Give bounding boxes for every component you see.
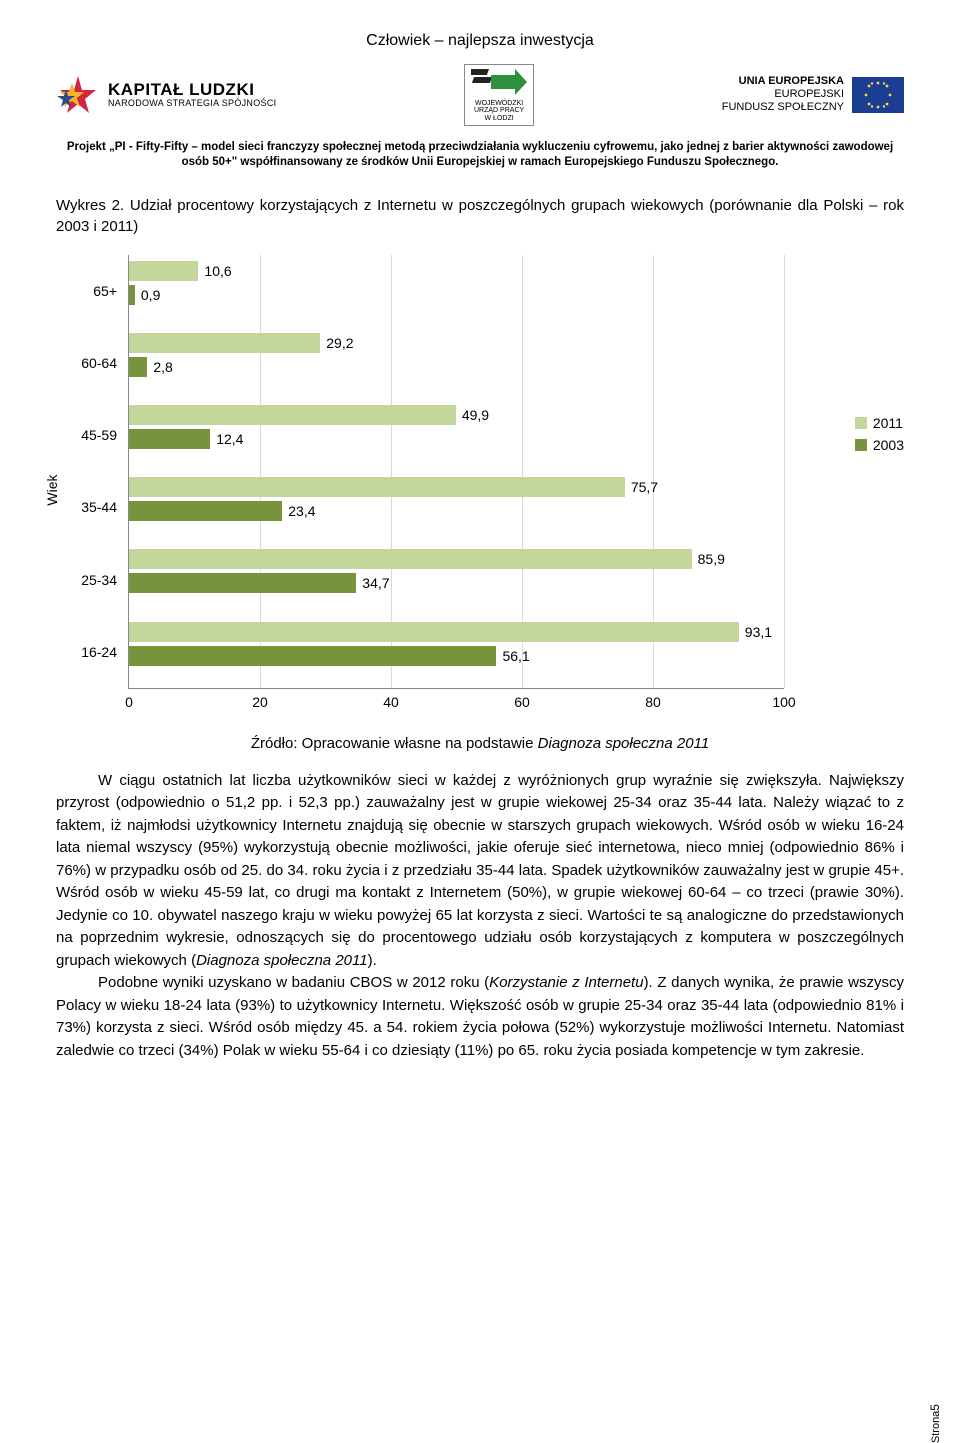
arrow-icon [471, 69, 527, 95]
page-number: Strona5 [928, 1404, 942, 1443]
logo-eu: UNIA EUROPEJSKA EUROPEJSKI FUNDUSZ SPOŁE… [722, 75, 904, 115]
bar-label: 2,8 [147, 359, 172, 375]
page-label: Strona [930, 1411, 942, 1443]
xtick-label: 0 [125, 688, 133, 710]
chart-source: Źródło: Opracowanie własne na podstawie … [56, 735, 904, 752]
p2-prefix: Podobne wyniki uzyskano w badaniu CBOS w… [98, 974, 489, 991]
bar-2003: 23,4 [129, 501, 282, 521]
chart-category-row: 45-5949,912,4 [129, 399, 784, 471]
bar-2011: 29,2 [129, 333, 320, 353]
p1-italic: Diagnoza społeczna 2011 [196, 952, 368, 969]
bar-2003: 12,4 [129, 429, 210, 449]
chart: Wiek 02040608010065+10,60,960-6429,22,84… [56, 255, 904, 725]
logo-wup-lodz: WOJEWÓDZKI URZĄD PRACY W ŁODZI [464, 64, 534, 126]
chart-source-italic: Diagnoza społeczna 2011 [538, 735, 710, 752]
legend-item: 2011 [855, 415, 904, 431]
legend-swatch [855, 439, 867, 451]
xtick-label: 40 [383, 688, 399, 710]
project-description: Projekt „PI - Fifty-Fifty – model sieci … [56, 140, 904, 171]
xtick-label: 100 [772, 688, 795, 710]
bar-label: 93,1 [739, 624, 772, 640]
bar-2011: 85,9 [129, 549, 692, 569]
chart-category-row: 25-3485,934,7 [129, 543, 784, 615]
bar-2003: 0,9 [129, 285, 135, 305]
xtick-label: 20 [252, 688, 268, 710]
logo-right-l3: FUNDUSZ SPOŁECZNY [722, 101, 844, 114]
chart-source-prefix: Źródło: Opracowanie własne na podstawie [251, 735, 538, 752]
chart-ylabel: Wiek [44, 474, 60, 505]
bar-label: 56,1 [496, 648, 529, 664]
category-label: 16-24 [81, 644, 129, 660]
logo-mid-line2: URZĄD PRACY [471, 107, 527, 115]
legend-swatch [855, 417, 867, 429]
bar-label: 10,6 [198, 263, 231, 279]
eu-flag-icon [852, 77, 904, 113]
legend-item: 2003 [855, 437, 904, 453]
chart-legend: 2011 2003 [855, 415, 904, 459]
chart-category-row: 35-4475,723,4 [129, 471, 784, 543]
bar-label: 85,9 [692, 551, 725, 567]
chart-plot-area: 02040608010065+10,60,960-6429,22,845-594… [128, 255, 784, 689]
paragraph-2: Podobne wyniki uzyskano w badaniu CBOS w… [56, 972, 904, 1062]
bar-label: 12,4 [210, 431, 243, 447]
category-label: 35-44 [81, 499, 129, 515]
star-icon [56, 73, 100, 117]
bar-2011: 75,7 [129, 477, 625, 497]
chart-title-rest: Udział procentowy korzystających z Inter… [56, 197, 904, 235]
category-label: 60-64 [81, 355, 129, 371]
category-label: 25-34 [81, 572, 129, 588]
bar-label: 0,9 [135, 287, 160, 303]
legend-label: 2003 [873, 437, 904, 453]
chart-category-row: 65+10,60,9 [129, 255, 784, 327]
bar-label: 49,9 [456, 407, 489, 423]
body-text: W ciągu ostatnich lat liczba użytkownikó… [56, 770, 904, 1063]
logo-left-line2: NARODOWA STRATEGIA SPÓJNOŚCI [108, 99, 276, 109]
logo-left-line1: KAPITAŁ LUDZKI [108, 81, 276, 100]
bar-2011: 49,9 [129, 405, 456, 425]
bar-2003: 56,1 [129, 646, 496, 666]
p1-main: W ciągu ostatnich lat liczba użytkownikó… [56, 772, 904, 969]
chart-category-row: 16-2493,156,1 [129, 616, 784, 688]
gridline [784, 255, 785, 688]
page-num-value: 5 [928, 1404, 942, 1411]
chart-title-prefix: Wykres 2. [56, 197, 124, 214]
bar-2003: 2,8 [129, 357, 147, 377]
logo-mid-line3: W ŁODZI [471, 115, 527, 123]
bar-label: 23,4 [282, 503, 315, 519]
bar-label: 34,7 [356, 575, 389, 591]
legend-label: 2011 [873, 415, 903, 431]
top-title: Człowiek – najlepsza inwestycja [56, 32, 904, 50]
bar-label: 75,7 [625, 479, 658, 495]
logos-row: KAPITAŁ LUDZKI NARODOWA STRATEGIA SPÓJNO… [56, 64, 904, 126]
bar-2003: 34,7 [129, 573, 356, 593]
xtick-label: 60 [514, 688, 530, 710]
bar-label: 29,2 [320, 335, 353, 351]
category-label: 45-59 [81, 427, 129, 443]
logo-right-l1: UNIA EUROPEJSKA [722, 75, 844, 88]
bar-2011: 10,6 [129, 261, 198, 281]
bar-2011: 93,1 [129, 622, 739, 642]
logo-kapital-ludzki: KAPITAŁ LUDZKI NARODOWA STRATEGIA SPÓJNO… [56, 73, 276, 117]
p2-italic: Korzystanie z Internetu [489, 974, 643, 991]
logo-mid-line1: WOJEWÓDZKI [471, 100, 527, 108]
chart-category-row: 60-6429,22,8 [129, 327, 784, 399]
category-label: 65+ [93, 283, 129, 299]
paragraph-1: W ciągu ostatnich lat liczba użytkownikó… [56, 770, 904, 973]
chart-title: Wykres 2. Udział procentowy korzystający… [56, 195, 904, 237]
p1-suffix: ). [368, 952, 377, 969]
logo-right-l2: EUROPEJSKI [722, 88, 844, 101]
xtick-label: 80 [645, 688, 661, 710]
